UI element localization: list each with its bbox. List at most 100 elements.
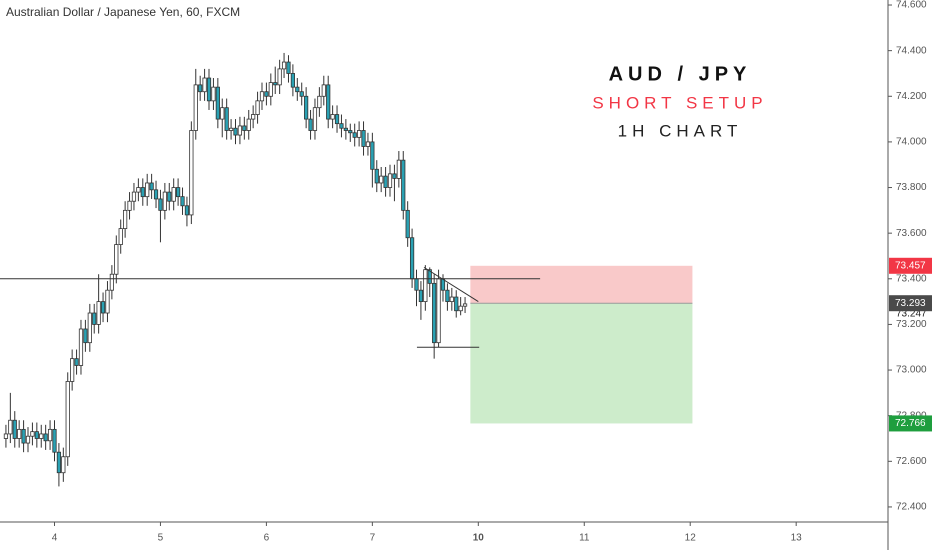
candle-body xyxy=(273,82,278,86)
candle-body xyxy=(251,114,256,120)
candle-body xyxy=(286,61,291,74)
candle-body xyxy=(242,125,247,131)
candle-body xyxy=(321,84,326,97)
candle-body xyxy=(392,173,397,179)
candle-body xyxy=(149,182,154,191)
candle-body xyxy=(374,168,379,184)
candle-body xyxy=(317,95,322,109)
candle-body xyxy=(268,82,273,97)
candle-body xyxy=(330,114,335,120)
x-tick-label: 5 xyxy=(158,533,164,544)
candle-body xyxy=(387,173,393,188)
candle-body xyxy=(56,451,62,474)
candle-body xyxy=(21,428,26,444)
x-tick-label: 12 xyxy=(685,533,697,544)
candle-body xyxy=(189,130,194,216)
candle-body xyxy=(427,269,432,284)
price-label: 72.766 xyxy=(895,418,926,429)
candle-body xyxy=(290,73,295,88)
candle-body xyxy=(158,198,163,211)
y-tick-label: 73.600 xyxy=(896,228,927,239)
candle-body xyxy=(198,84,203,93)
x-tick-label: 6 xyxy=(264,533,270,544)
y-tick-label: 72.600 xyxy=(896,456,927,467)
candle-body xyxy=(202,77,207,93)
x-tick-label: 7 xyxy=(370,533,376,544)
candle-body xyxy=(30,431,35,437)
candle-body xyxy=(105,289,110,314)
candle-body xyxy=(78,328,84,366)
candle-body xyxy=(255,100,260,115)
candle-body xyxy=(176,187,181,198)
candle-body xyxy=(3,433,9,439)
candle-body xyxy=(52,428,57,453)
candle-body xyxy=(8,419,13,435)
drawn-line xyxy=(423,266,479,303)
candle-body xyxy=(405,209,410,239)
candle-body xyxy=(162,191,167,211)
chart-title: Australian Dollar / Japanese Yen, 60, FX… xyxy=(6,5,240,19)
candle-body xyxy=(361,130,366,147)
candle-body xyxy=(432,282,437,344)
candle-body xyxy=(237,125,243,136)
candle-body xyxy=(304,95,309,120)
candle-body xyxy=(87,312,92,344)
candle-body xyxy=(167,191,172,202)
price-label-bg xyxy=(889,257,932,274)
y-tick-label: 73.400 xyxy=(896,273,927,284)
y-tick-label: 73.000 xyxy=(896,365,927,376)
candle-body xyxy=(299,91,304,97)
candle-body xyxy=(370,141,375,170)
candle-body xyxy=(65,381,70,458)
candle-body xyxy=(100,301,106,314)
candle-body xyxy=(401,159,406,211)
candle-body xyxy=(295,86,300,93)
x-tick-label: 13 xyxy=(791,533,803,544)
candle-body xyxy=(339,123,344,129)
candle-body xyxy=(140,187,145,198)
y-tick-label: 73.200 xyxy=(896,319,927,330)
candle-body xyxy=(454,296,459,312)
x-tick-label: 4 xyxy=(52,533,58,544)
candle-body xyxy=(153,189,159,200)
price-label-bg xyxy=(889,415,932,432)
candle-body xyxy=(43,433,48,442)
candle-body xyxy=(96,301,101,325)
candle-body xyxy=(127,200,132,211)
annotation: 1H CHART xyxy=(618,121,743,140)
candle-body xyxy=(312,107,318,131)
candle-body xyxy=(436,278,441,344)
candle-body xyxy=(414,278,419,291)
y-tick-label: 73.800 xyxy=(896,182,927,193)
x-tick-label: 11 xyxy=(579,533,590,544)
candle-body xyxy=(211,86,216,102)
candle-body xyxy=(409,237,415,280)
plot-area xyxy=(3,52,693,487)
candle-body xyxy=(259,91,265,102)
candle-body xyxy=(233,127,238,136)
candle-body xyxy=(365,141,371,147)
price-label: 73.293 xyxy=(895,298,926,309)
candle-body xyxy=(83,328,88,344)
candle-body xyxy=(131,191,137,202)
candle-body xyxy=(39,433,44,439)
candle-body xyxy=(25,435,31,444)
candle-body xyxy=(34,431,39,439)
candle-body xyxy=(224,107,229,131)
candle-body xyxy=(92,312,97,325)
candle-body xyxy=(334,114,340,125)
candle-body xyxy=(171,187,176,202)
candle-body xyxy=(326,84,331,120)
price-label: 73.457 xyxy=(895,260,926,271)
x-tick-label: 10 xyxy=(473,533,485,544)
candle-body xyxy=(193,84,198,131)
stop-zone xyxy=(470,265,693,304)
last-price-label: 73.247 xyxy=(896,308,927,319)
candle-body xyxy=(396,159,401,179)
candle-body xyxy=(180,196,185,207)
y-tick-label: 74.000 xyxy=(896,137,927,148)
candle-body xyxy=(109,273,114,291)
candle-body xyxy=(61,456,66,474)
candle-body xyxy=(136,187,141,193)
